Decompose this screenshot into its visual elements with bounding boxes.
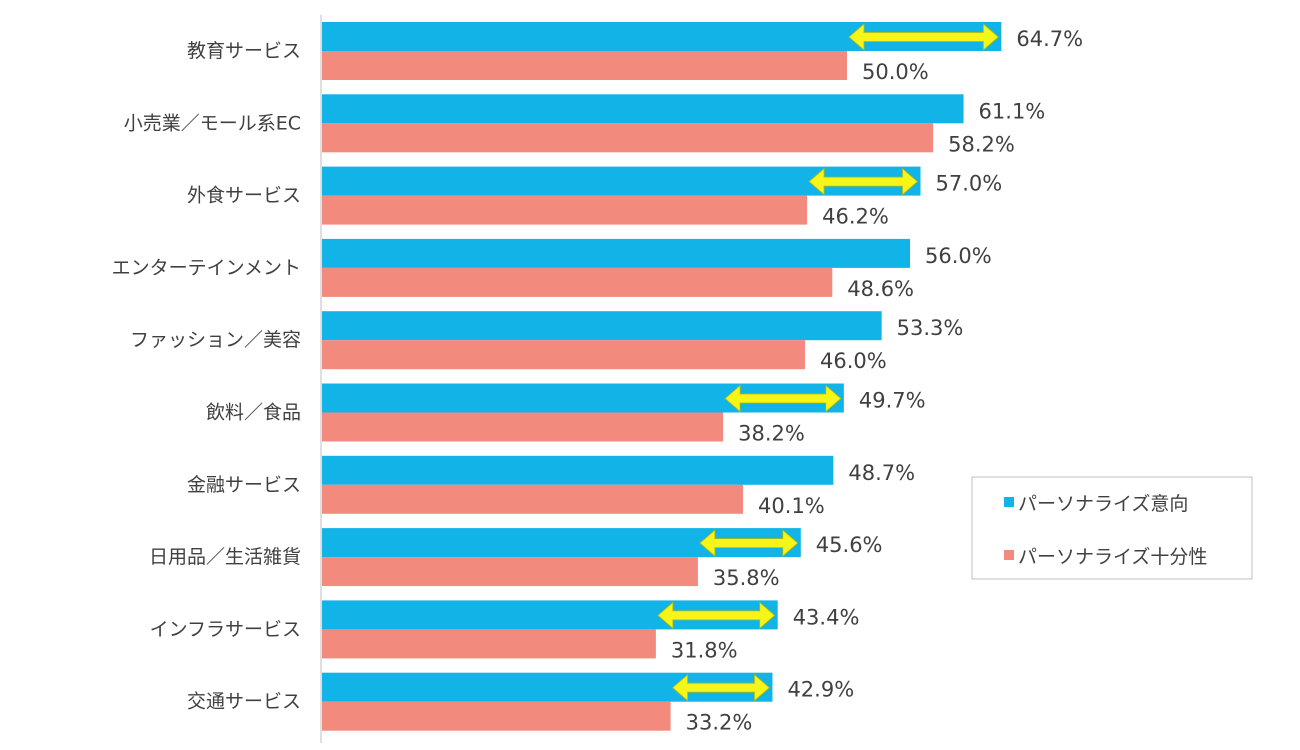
gap-arrows — [657, 23, 999, 702]
value-label-intent: 42.9% — [787, 678, 854, 702]
legend: パーソナライズ意向 パーソナライズ十分性 — [971, 476, 1253, 580]
category-label: 飲料／食品 — [206, 402, 301, 424]
bar-sufficiency — [322, 412, 724, 442]
category-label: エンターテインメント — [112, 257, 301, 279]
bars — [322, 22, 1002, 731]
value-label-intent: 43.4% — [793, 605, 860, 629]
value-label-intent: 56.0% — [925, 244, 992, 268]
bar-sufficiency — [322, 51, 847, 80]
bar-sufficiency — [322, 195, 808, 225]
value-label-sufficiency: 31.8% — [671, 638, 738, 662]
legend-label-sufficiency: パーソナライズ十分性 — [1018, 546, 1207, 568]
value-label-sufficiency: 38.2% — [738, 422, 805, 446]
bar-intent — [322, 455, 834, 485]
value-label-intent: 48.7% — [848, 461, 915, 485]
bar-sufficiency — [322, 340, 805, 370]
bar-intent — [322, 238, 910, 268]
value-label-sufficiency: 50.0% — [862, 60, 929, 84]
gap-arrow — [657, 601, 776, 630]
value-label-sufficiency: 58.2% — [948, 132, 1015, 156]
bar-intent — [322, 94, 964, 124]
value-label-sufficiency: 46.2% — [822, 205, 889, 229]
gap-arrow — [699, 529, 799, 557]
value-label-intent: 49.7% — [859, 389, 926, 413]
value-label-intent: 53.3% — [897, 316, 964, 340]
bar-sufficiency — [322, 484, 744, 514]
value-label-intent: 57.0% — [936, 172, 1003, 196]
value-label-sufficiency: 35.8% — [713, 566, 780, 590]
bar-sufficiency — [322, 701, 671, 731]
value-label-intent: 61.1% — [979, 99, 1046, 123]
value-label-sufficiency: 33.2% — [686, 711, 753, 735]
category-label: インフラサービス — [150, 618, 301, 640]
gap-arrow — [724, 384, 842, 413]
bar-sufficiency — [322, 123, 934, 153]
gap-arrow — [671, 673, 771, 702]
category-label: 小売業／モール系EC — [124, 112, 301, 134]
gap-arrow — [808, 167, 919, 196]
bar-intent — [322, 311, 882, 341]
value-label-intent: 45.6% — [816, 533, 883, 557]
value-label-sufficiency: 46.0% — [820, 349, 887, 373]
value-labels: 64.7% 50.0% 61.1% 58.2% 57.0% 46.2% 56.0% 48.6%… — [671, 27, 1083, 735]
category-label: 教育サービス — [187, 40, 301, 62]
legend-label-intent: パーソナライズ意向 — [1018, 493, 1188, 515]
bar-sufficiency — [322, 557, 698, 587]
category-label: 金融サービス — [187, 474, 301, 496]
bar-sufficiency — [322, 267, 833, 297]
legend-swatch-intent — [1004, 497, 1014, 507]
value-label-intent: 64.7% — [1016, 27, 1083, 51]
value-label-sufficiency: 48.6% — [847, 277, 914, 301]
category-label: 日用品／生活雑貨 — [149, 546, 301, 568]
bar-sufficiency — [322, 629, 656, 659]
gap-arrow — [848, 23, 999, 51]
category-label: ファッション／美容 — [130, 329, 301, 351]
legend-box — [971, 476, 1253, 580]
value-label-sufficiency: 40.1% — [758, 494, 825, 518]
legend-swatch-sufficiency — [1004, 550, 1014, 560]
category-label: 交通サービス — [187, 691, 301, 713]
category-label: 外食サービス — [187, 185, 301, 207]
